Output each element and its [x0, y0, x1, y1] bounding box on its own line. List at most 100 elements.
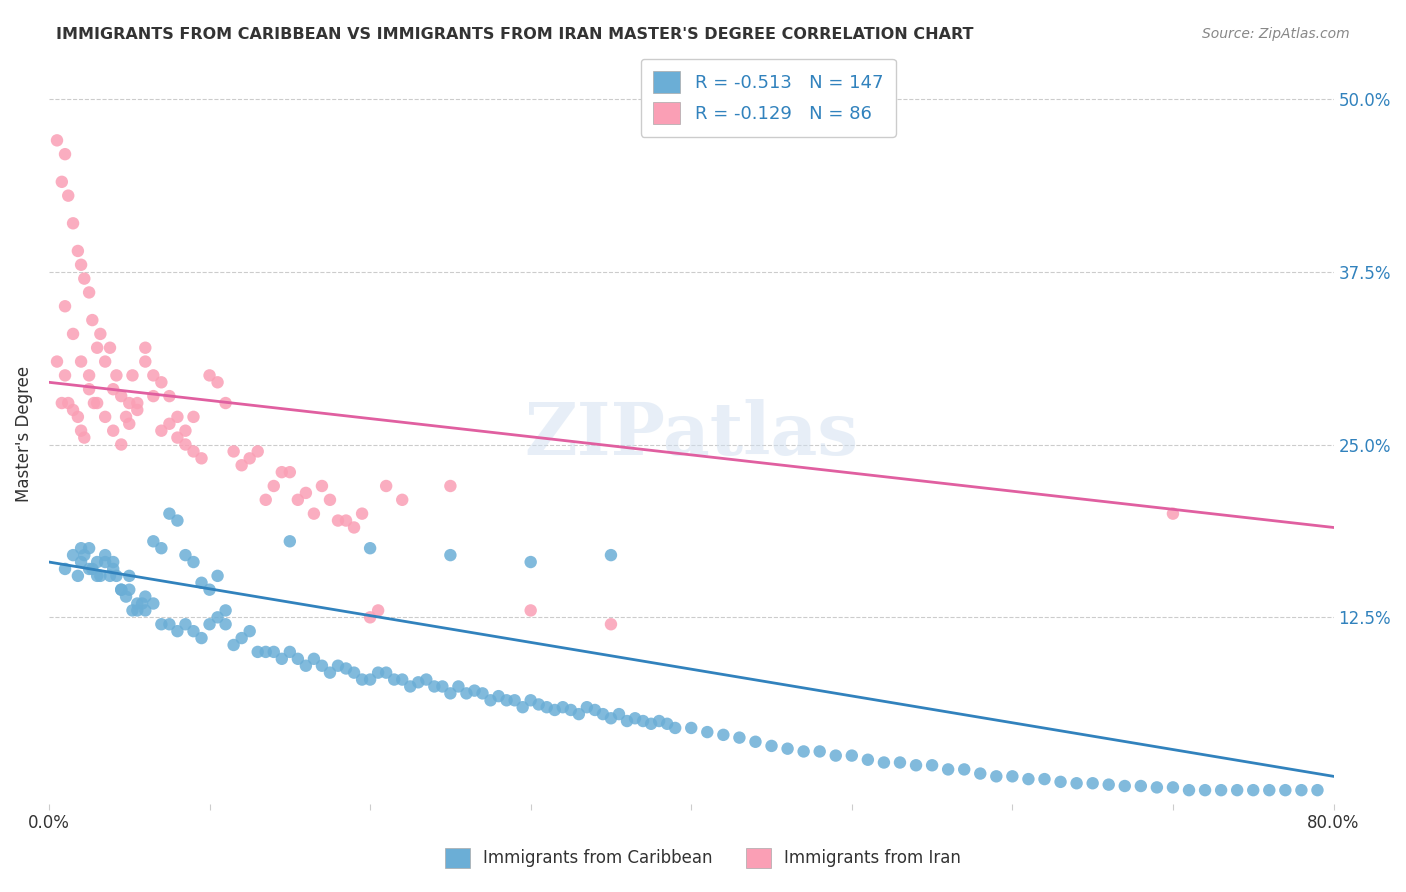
Point: [166, 514, 188, 528]
Point: [134, 341, 156, 355]
Point: [367, 603, 389, 617]
Point: [86, 341, 108, 355]
Point: [969, 766, 991, 780]
Point: [86, 555, 108, 569]
Point: [254, 492, 277, 507]
Point: [873, 756, 896, 770]
Point: [664, 721, 686, 735]
Point: [51, 175, 73, 189]
Point: [439, 686, 461, 700]
Point: [302, 507, 325, 521]
Point: [105, 368, 128, 383]
Point: [66, 409, 89, 424]
Y-axis label: Master's Degree: Master's Degree: [15, 366, 32, 502]
Point: [519, 603, 541, 617]
Point: [86, 396, 108, 410]
Point: [86, 569, 108, 583]
Point: [174, 617, 197, 632]
Point: [335, 514, 357, 528]
Point: [1178, 783, 1201, 797]
Point: [62, 216, 84, 230]
Point: [166, 624, 188, 639]
Point: [103, 555, 125, 569]
Point: [1211, 783, 1233, 797]
Point: [150, 541, 173, 556]
Point: [302, 652, 325, 666]
Point: [560, 703, 582, 717]
Point: [761, 739, 783, 753]
Point: [1049, 775, 1071, 789]
Point: [183, 555, 205, 569]
Point: [231, 631, 253, 645]
Point: [73, 271, 96, 285]
Point: [375, 665, 398, 680]
Point: [127, 597, 149, 611]
Point: [1017, 772, 1039, 786]
Point: [110, 389, 132, 403]
Point: [127, 403, 149, 417]
Point: [77, 541, 100, 556]
Point: [207, 610, 229, 624]
Point: [183, 444, 205, 458]
Point: [46, 354, 69, 368]
Point: [94, 548, 117, 562]
Point: [118, 569, 141, 583]
Point: [70, 541, 93, 556]
Point: [105, 569, 128, 583]
Point: [183, 409, 205, 424]
Point: [127, 603, 149, 617]
Point: [375, 479, 398, 493]
Point: [103, 424, 125, 438]
Point: [439, 479, 461, 493]
Point: [311, 479, 333, 493]
Point: [150, 617, 173, 632]
Point: [527, 698, 550, 712]
Point: [231, 458, 253, 473]
Point: [127, 396, 149, 410]
Point: [263, 479, 285, 493]
Point: [640, 716, 662, 731]
Point: [889, 756, 911, 770]
Point: [278, 534, 301, 549]
Point: [1098, 778, 1121, 792]
Point: [214, 617, 236, 632]
Point: [447, 680, 470, 694]
Point: [115, 590, 138, 604]
Point: [62, 548, 84, 562]
Point: [319, 665, 342, 680]
Point: [423, 680, 446, 694]
Point: [174, 548, 197, 562]
Point: [1066, 776, 1088, 790]
Point: [311, 658, 333, 673]
Point: [399, 680, 422, 694]
Point: [190, 451, 212, 466]
Point: [89, 569, 111, 583]
Point: [1129, 779, 1152, 793]
Point: [131, 597, 153, 611]
Point: [793, 744, 815, 758]
Point: [110, 582, 132, 597]
Point: [110, 582, 132, 597]
Point: [1241, 783, 1264, 797]
Point: [98, 341, 121, 355]
Point: [711, 728, 734, 742]
Point: [1226, 783, 1249, 797]
Point: [77, 285, 100, 300]
Point: [287, 652, 309, 666]
Point: [70, 258, 93, 272]
Point: [110, 437, 132, 451]
Point: [207, 376, 229, 390]
Point: [53, 562, 76, 576]
Point: [616, 714, 638, 728]
Text: Source: ZipAtlas.com: Source: ZipAtlas.com: [1202, 27, 1350, 41]
Point: [953, 763, 976, 777]
Point: [728, 731, 751, 745]
Point: [657, 716, 679, 731]
Point: [921, 758, 943, 772]
Point: [83, 396, 105, 410]
Point: [343, 665, 366, 680]
Point: [166, 431, 188, 445]
Point: [51, 396, 73, 410]
Point: [77, 562, 100, 576]
Point: [89, 326, 111, 341]
